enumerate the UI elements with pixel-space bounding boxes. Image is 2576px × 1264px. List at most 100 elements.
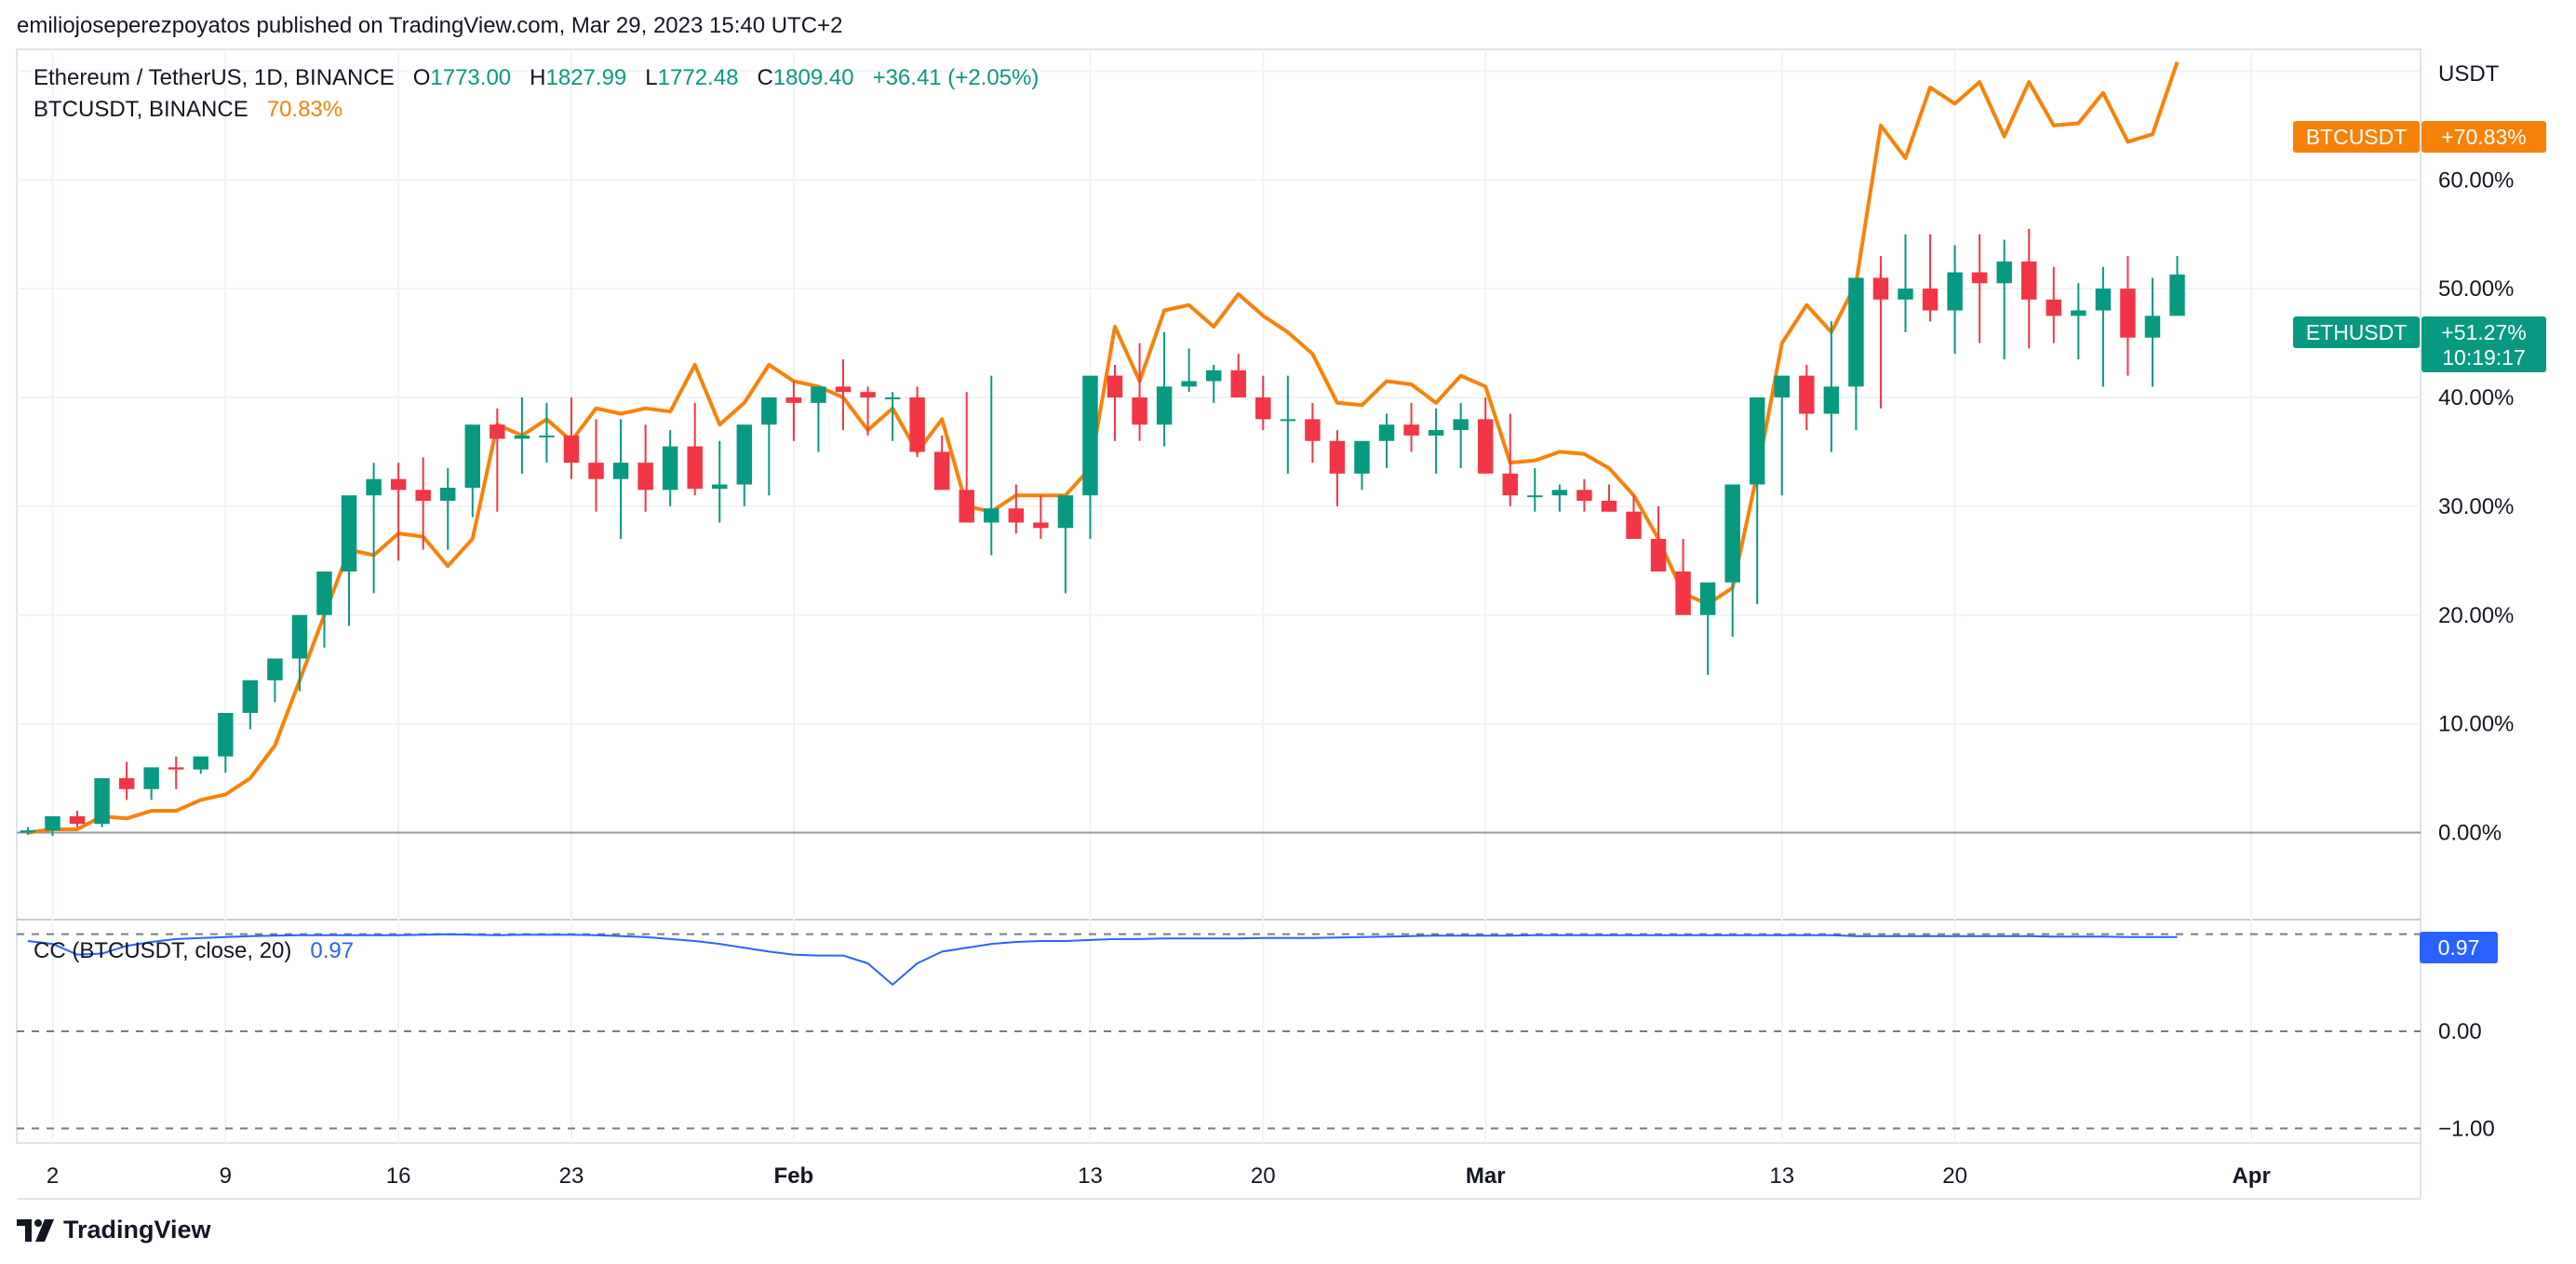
candle <box>1107 364 1123 441</box>
candle-body <box>267 658 283 680</box>
candle-body <box>2169 274 2185 316</box>
candle <box>143 767 159 800</box>
candle-body <box>662 446 678 491</box>
indicator-legend[interactable]: CC (BTCUSDT, close, 20) 0.97 <box>34 938 354 964</box>
candle-body <box>1947 272 1963 311</box>
price-tick-label: 20.00% <box>2438 603 2514 628</box>
candle <box>440 467 456 550</box>
candle-body <box>1872 277 1889 300</box>
price-tick-label: 50.00% <box>2438 276 2514 302</box>
compare-symbol: BTCUSDT, BINANCE <box>34 97 248 122</box>
eth-badge-symbol: ETHUSDT <box>2306 320 2408 344</box>
candle <box>1601 484 1617 512</box>
candle <box>514 397 530 474</box>
candle <box>1774 375 1790 496</box>
candle-body <box>291 614 308 659</box>
candle-body <box>20 830 36 833</box>
candle-body <box>1898 289 1913 300</box>
candle <box>464 424 481 518</box>
candle-body <box>1922 289 1939 311</box>
legend-symbol: Ethereum / TetherUS, 1D, BINANCE <box>34 65 395 90</box>
candle-body <box>637 463 653 491</box>
candle-body <box>1280 419 1296 422</box>
candle-body <box>514 435 530 439</box>
candle-body <box>1848 277 1864 387</box>
candle-body <box>1453 419 1469 431</box>
candle-body <box>464 424 481 489</box>
candle-body <box>1033 522 1049 529</box>
candle-body <box>316 571 332 615</box>
candle-body <box>118 778 135 789</box>
candle <box>687 402 703 496</box>
candle <box>1428 408 1444 474</box>
candle <box>612 419 629 539</box>
candle-body <box>1650 538 1667 571</box>
candle-body <box>2071 310 2086 316</box>
cc-tick-label: 0.00 <box>2438 1019 2482 1044</box>
candle-body <box>1008 508 1025 523</box>
candle-body <box>1551 490 1568 496</box>
candle-body <box>218 712 234 757</box>
candle-body <box>2120 289 2136 338</box>
candle-body <box>687 446 703 490</box>
candle-body <box>1527 495 1543 498</box>
candle-body <box>168 767 184 770</box>
time-tick-label: 20 <box>1251 1163 1276 1189</box>
candle <box>1057 495 1074 594</box>
compare-legend[interactable]: BTCUSDT, BINANCE 70.83% <box>34 97 342 123</box>
eth-badge-value: +51.27% <box>2441 320 2526 344</box>
candle-body <box>588 463 604 479</box>
eth-candlestick-series <box>20 228 2185 837</box>
cc-line <box>27 933 2178 986</box>
candle-body <box>341 495 357 571</box>
candle <box>933 435 950 491</box>
candle-body <box>909 397 925 452</box>
candle <box>1156 331 1173 447</box>
candle-body <box>1057 495 1074 529</box>
btc-last-value-badge: BTCUSDT +70.83% <box>2293 121 2546 153</box>
candle-body <box>736 424 753 485</box>
candle-body <box>835 386 852 393</box>
candle-body <box>2021 261 2037 300</box>
candle-body <box>539 435 555 437</box>
legend-open: 1773.00 <box>430 65 512 90</box>
time-tick-label: 13 <box>1769 1163 1794 1189</box>
candle-body <box>1502 473 1518 496</box>
candle <box>1971 234 1988 343</box>
candle-body <box>1724 484 1740 583</box>
candle <box>45 815 60 837</box>
main-legend[interactable]: Ethereum / TetherUS, 1D, BINANCE O1773.0… <box>34 65 1039 91</box>
candle-body <box>1996 261 2012 284</box>
compare-value: 70.83% <box>266 97 343 122</box>
candle <box>835 359 852 431</box>
candle-body <box>884 397 901 399</box>
legend-high: 1827.99 <box>545 65 627 90</box>
price-tick-label: 40.00% <box>2438 385 2514 410</box>
candle-body <box>761 397 777 425</box>
candle <box>662 430 678 506</box>
price-axis-labels: 0.00% 10.00% 20.00% 30.00% 40.00% 50.00% 60.00… <box>2438 168 2514 1141</box>
candle-body <box>1675 571 1691 615</box>
candle-body <box>1082 375 1098 496</box>
candle <box>1848 277 1864 431</box>
candle <box>1305 402 1321 464</box>
tradingview-logo[interactable]: TradingView <box>17 1216 211 1244</box>
candle-body <box>1823 386 1840 414</box>
candle <box>316 571 332 648</box>
candle-body <box>785 397 802 403</box>
candle-body <box>490 424 505 439</box>
candle-body <box>440 488 456 502</box>
btc-line <box>27 61 2180 835</box>
cc-badge-value: 0.97 <box>2438 935 2480 960</box>
candle <box>959 392 974 523</box>
candle <box>588 419 604 512</box>
candle-body <box>1255 397 1271 420</box>
candle <box>1008 484 1025 534</box>
candle <box>118 761 135 800</box>
candle <box>1898 234 1913 332</box>
candle-body <box>415 490 431 502</box>
candle-body <box>1181 381 1197 387</box>
candle-body <box>1230 370 1246 397</box>
publisher-line: emiliojoseperezpoyatos published on Trad… <box>17 13 843 38</box>
